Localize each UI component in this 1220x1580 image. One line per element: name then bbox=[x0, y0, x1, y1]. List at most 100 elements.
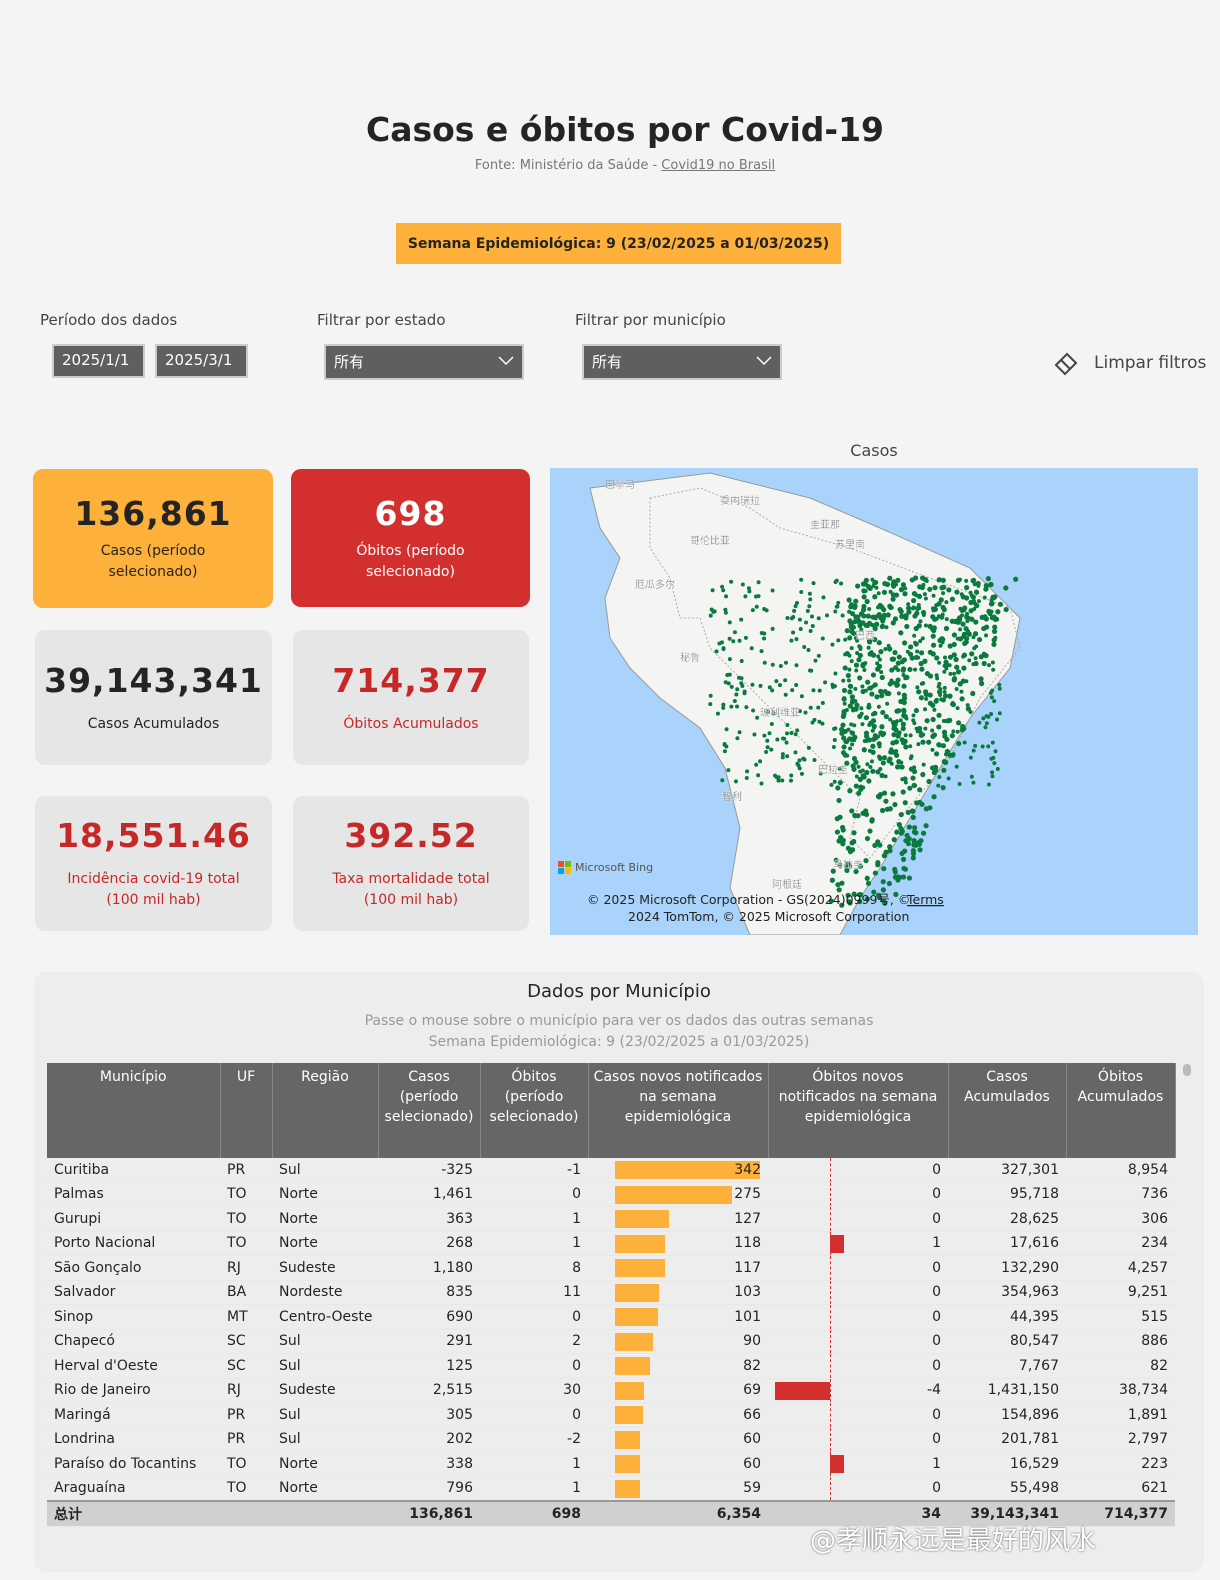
map-dot bbox=[721, 705, 726, 710]
cell-text: 2 bbox=[572, 1333, 581, 1350]
map-dot bbox=[890, 740, 896, 746]
scrollbar[interactable] bbox=[1183, 1064, 1191, 1076]
kpi-card: 714,377 Óbitos Acumulados bbox=[293, 630, 529, 765]
map-dot bbox=[960, 613, 965, 618]
map-dot bbox=[881, 866, 887, 872]
map-dot bbox=[783, 660, 788, 665]
table-cell: 275 bbox=[588, 1182, 768, 1207]
cell-text: -2 bbox=[567, 1431, 581, 1448]
map-dot bbox=[725, 673, 730, 678]
source-link[interactable]: Covid19 no Brasil bbox=[661, 158, 776, 173]
map-dot bbox=[876, 734, 881, 739]
map-dot bbox=[843, 739, 848, 744]
map-dot bbox=[709, 607, 714, 612]
map-dot bbox=[916, 689, 922, 695]
map-dot bbox=[854, 668, 859, 673]
map-dot bbox=[844, 863, 850, 870]
cell-text: 60 bbox=[743, 1455, 761, 1472]
kpi-value: 714,377 bbox=[332, 660, 490, 700]
map-dot bbox=[939, 697, 944, 702]
map-dot bbox=[901, 672, 906, 677]
map-dot bbox=[900, 777, 905, 782]
clear-filters[interactable]: Limpar filtros bbox=[1052, 349, 1206, 377]
map-dot bbox=[991, 755, 996, 760]
map-dot bbox=[750, 608, 755, 613]
dropdown[interactable]: 所有 bbox=[324, 344, 524, 380]
map-dot bbox=[852, 723, 857, 728]
map-dot bbox=[921, 582, 926, 587]
map-dot bbox=[897, 764, 902, 769]
map-dot bbox=[916, 623, 922, 629]
table-cell: 736 bbox=[1066, 1182, 1175, 1207]
map-dot bbox=[832, 738, 837, 743]
map-dot bbox=[907, 666, 913, 673]
map-dot bbox=[896, 668, 901, 673]
map-dot bbox=[879, 724, 885, 730]
map-dot bbox=[938, 643, 943, 648]
map-dot bbox=[869, 691, 875, 697]
map-dot bbox=[936, 724, 942, 730]
map-dot bbox=[887, 575, 893, 581]
map-dot bbox=[979, 680, 984, 685]
map-dot bbox=[990, 774, 995, 779]
map-dot bbox=[855, 614, 861, 620]
map-dot bbox=[799, 771, 804, 776]
cell-text: MT bbox=[227, 1308, 248, 1325]
table-cell: TO bbox=[220, 1476, 272, 1502]
map-label: 秘鲁 bbox=[680, 651, 700, 664]
map-dot bbox=[989, 600, 995, 607]
map-dot bbox=[875, 661, 880, 666]
map-dot bbox=[872, 594, 878, 600]
total-cell: 714,377 bbox=[1066, 1500, 1175, 1527]
cell-text: 1 bbox=[932, 1235, 941, 1252]
dropdown[interactable]: 所有 bbox=[582, 344, 782, 380]
map-dot bbox=[874, 614, 879, 619]
map-terms[interactable]: Terms bbox=[906, 892, 944, 907]
date-input[interactable]: 2025/1/1 bbox=[52, 344, 145, 378]
dropdown-value: 所有 bbox=[334, 353, 365, 371]
map-dot bbox=[881, 612, 888, 618]
table-cell: 0 bbox=[768, 1206, 948, 1232]
cell-text: 0 bbox=[572, 1406, 581, 1423]
cell-text: 1 bbox=[572, 1480, 581, 1497]
map-dot bbox=[855, 650, 860, 655]
map-dot bbox=[765, 738, 770, 743]
cell-text: 1 bbox=[572, 1235, 581, 1252]
map-dot bbox=[710, 588, 715, 593]
map-dot bbox=[890, 791, 896, 797]
map-dot bbox=[892, 649, 898, 656]
cell-text: Londrina bbox=[54, 1431, 115, 1448]
map-dot bbox=[845, 892, 851, 898]
map-dot bbox=[910, 851, 917, 857]
map-dot bbox=[906, 609, 912, 615]
map-dot bbox=[872, 725, 877, 730]
map-dot bbox=[890, 592, 896, 598]
map-dot bbox=[901, 683, 907, 689]
cell-text: 796 bbox=[446, 1480, 473, 1497]
map-dot bbox=[991, 641, 997, 647]
map-dot bbox=[857, 863, 864, 870]
map-dot bbox=[772, 773, 777, 778]
table-cell: 60 bbox=[588, 1451, 768, 1477]
table-cell: 2 bbox=[480, 1329, 588, 1354]
date-input[interactable]: 2025/3/1 bbox=[155, 344, 248, 378]
map-dot bbox=[861, 594, 867, 600]
map-label: 巴拉圭 bbox=[818, 763, 848, 776]
table-cell: 82 bbox=[1066, 1353, 1175, 1379]
map-dot bbox=[927, 673, 934, 679]
map-dot bbox=[734, 692, 739, 697]
map-dot bbox=[923, 691, 929, 698]
map-dot bbox=[903, 780, 908, 785]
map-dot bbox=[990, 660, 995, 665]
table-cell: TO bbox=[220, 1206, 272, 1232]
table-cell: Salvador bbox=[47, 1280, 220, 1305]
map-dot bbox=[853, 686, 858, 691]
map-dot bbox=[727, 620, 732, 625]
map-dot bbox=[840, 722, 846, 728]
map-dot bbox=[932, 707, 937, 712]
cell-text: Salvador bbox=[54, 1284, 116, 1301]
map-dot bbox=[876, 591, 881, 596]
map-dot bbox=[719, 640, 724, 645]
map-dot bbox=[837, 780, 843, 786]
